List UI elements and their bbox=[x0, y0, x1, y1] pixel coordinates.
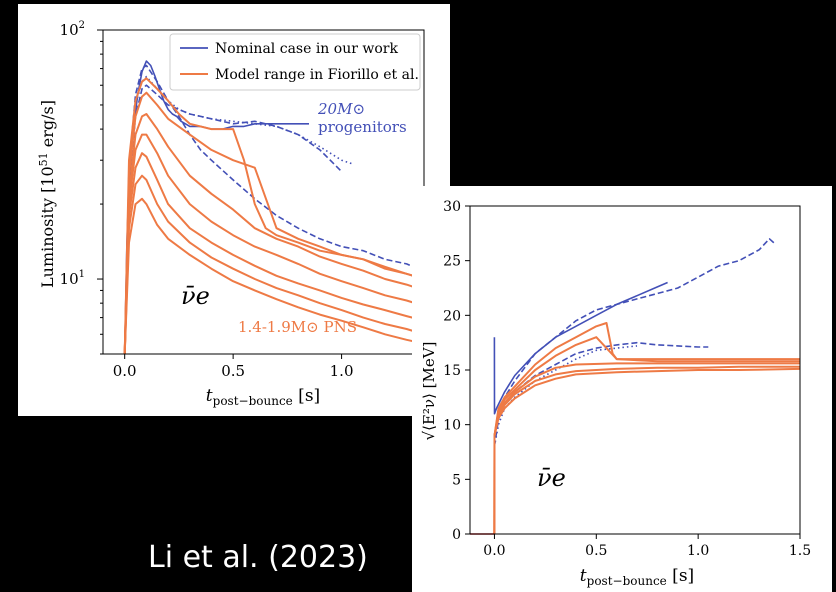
series-line-1 bbox=[493, 237, 777, 447]
y-tick-label: 15 bbox=[443, 363, 461, 379]
series-line-0 bbox=[123, 60, 309, 354]
y-tick-label: 5 bbox=[452, 472, 461, 488]
x-tick-label: 0.5 bbox=[221, 362, 245, 380]
x-axis-label: tpost−bounce [s] bbox=[206, 386, 320, 408]
series-line-9 bbox=[123, 174, 424, 354]
legend-entry-nominal: Nominal case in our work bbox=[215, 41, 398, 57]
x-tick-label: 0.5 bbox=[585, 543, 607, 559]
annotation-pns: 1.4-1.9M⊙ PNS bbox=[238, 318, 357, 336]
y-tick-label: 25 bbox=[443, 254, 461, 270]
annotation-flavor: ν̄e bbox=[537, 464, 566, 492]
legend-entry-fiorillo: Model range in Fiorillo et al. bbox=[215, 67, 419, 83]
series-line-8 bbox=[123, 152, 424, 354]
x-tick-label: 0.0 bbox=[483, 543, 505, 559]
series-line-1 bbox=[123, 64, 418, 354]
x-tick-label: 1.0 bbox=[687, 543, 709, 559]
y-axis-label: √⟨E²ν⟩ [MeV] bbox=[420, 342, 438, 441]
x-tick-label: 1.0 bbox=[330, 362, 354, 380]
y-tick-label: 10 bbox=[443, 418, 461, 434]
series-line-10 bbox=[123, 197, 424, 354]
y-tick-label: 20 bbox=[443, 308, 461, 324]
series-line-6 bbox=[493, 362, 800, 534]
x-tick-label: 1.5 bbox=[789, 543, 811, 559]
series-line-7 bbox=[493, 365, 800, 534]
legend-box bbox=[169, 33, 421, 91]
y-tick-label: 0 bbox=[452, 527, 461, 543]
y-axis-label: Luminosity [1051 erg/s] bbox=[37, 100, 57, 288]
series-line-3 bbox=[493, 345, 638, 447]
luminosity-chart: 0.0 0.5 1.0 101 102 tpost−bounce [s] Luminosit… bbox=[37, 20, 425, 408]
y-tick-label: 30 bbox=[443, 199, 461, 215]
series-line-8 bbox=[493, 367, 800, 534]
y-tick-label: 102 bbox=[60, 20, 85, 39]
energy-panel: 0.0 0.5 1.0 1.5 0 5 10 15 20 25 30 tpost−bounce [s]… bbox=[412, 186, 832, 592]
x-tick-label: 0.0 bbox=[113, 362, 137, 380]
annotation-progenitors: progenitors bbox=[318, 118, 407, 136]
x-axis-label: tpost−bounce [s] bbox=[580, 566, 694, 588]
series-line-3 bbox=[123, 84, 343, 354]
legend: Nominal case in our work Model range in F… bbox=[169, 33, 421, 91]
mean-energy-chart: 0.0 0.5 1.0 1.5 0 5 10 15 20 25 30 tpost−bounce [s]… bbox=[420, 199, 811, 588]
series-line-6 bbox=[123, 113, 424, 354]
series-line-7 bbox=[123, 133, 424, 354]
luminosity-panel: 0.0 0.5 1.0 101 102 tpost−bounce [s] Luminosit… bbox=[18, 4, 450, 416]
citation-text: Li et al. (2023) bbox=[148, 540, 368, 575]
annotation-progenitor-mass: 20M⊙ bbox=[317, 100, 365, 118]
y-tick-label: 101 bbox=[60, 269, 85, 288]
series-group bbox=[493, 237, 800, 534]
series-line-5 bbox=[493, 336, 800, 534]
series-line-4 bbox=[493, 322, 800, 534]
annotation-flavor: ν̄e bbox=[181, 282, 210, 310]
series-group bbox=[123, 60, 424, 354]
series-line-5 bbox=[123, 91, 424, 354]
